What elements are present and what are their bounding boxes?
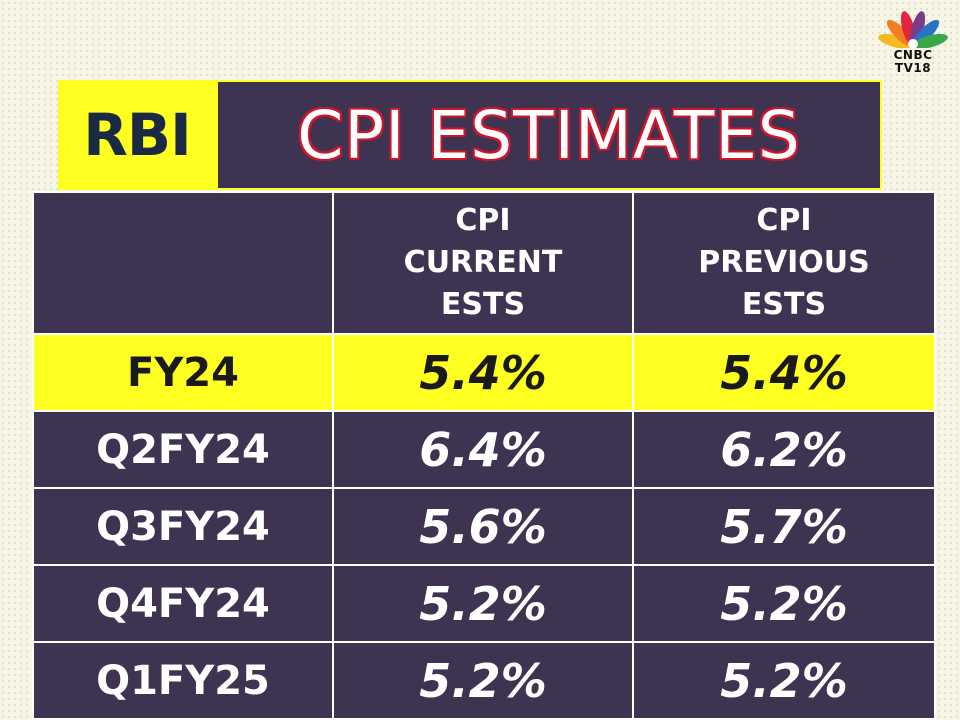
table-row: Q3FY24 5.6% 5.7% — [32, 487, 936, 566]
header-cell-empty — [32, 191, 334, 335]
current-value-cell: 5.2% — [332, 564, 634, 643]
period-cell: Q3FY24 — [32, 487, 334, 566]
header-current-line1: CPI — [455, 203, 511, 238]
header-current-line3: ESTS — [440, 287, 526, 322]
title-prefix: RBI — [83, 101, 191, 169]
table-header-row: CPI CURRENT ESTS CPI PREVIOUS ESTS — [32, 191, 936, 335]
header-current-line2: CURRENT — [403, 245, 563, 280]
period-cell: FY24 — [32, 333, 334, 412]
previous-value-cell: 5.2% — [632, 641, 936, 720]
header-previous-line1: CPI — [756, 203, 812, 238]
previous-value-cell: 5.7% — [632, 487, 936, 566]
cpi-estimates-table: CPI CURRENT ESTS CPI PREVIOUS ESTS FY24 … — [32, 191, 936, 720]
header-previous-line3: ESTS — [741, 287, 827, 322]
title-box: CPI ESTIMATES — [218, 82, 880, 188]
cnbc-tv18-logo: CNBC TV18 — [872, 4, 954, 75]
previous-value-cell: 6.2% — [632, 410, 936, 489]
peacock-icon — [878, 11, 948, 48]
title-banner: RBI CPI ESTIMATES — [58, 80, 882, 190]
current-value-cell: 5.6% — [332, 487, 634, 566]
previous-value-cell: 5.2% — [632, 564, 936, 643]
period-cell: Q4FY24 — [32, 564, 334, 643]
period-cell: Q1FY25 — [32, 641, 334, 720]
table-row: Q1FY25 5.2% 5.2% — [32, 641, 936, 720]
header-cell-previous: CPI PREVIOUS ESTS — [632, 191, 936, 335]
current-value-cell: 6.4% — [332, 410, 634, 489]
page-title: CPI ESTIMATES — [297, 96, 801, 174]
header-cell-current: CPI CURRENT ESTS — [332, 191, 634, 335]
logo-text-tv18: TV18 — [894, 61, 932, 75]
logo-text-cnbc: CNBC — [893, 48, 933, 62]
header-previous-line2: PREVIOUS — [698, 245, 870, 280]
previous-value-cell: 5.4% — [632, 333, 936, 412]
current-value-cell: 5.2% — [332, 641, 634, 720]
period-cell: Q2FY24 — [32, 410, 334, 489]
current-value-cell: 5.4% — [332, 333, 634, 412]
table-row: Q4FY24 5.2% 5.2% — [32, 564, 936, 643]
table-row: Q2FY24 6.4% 6.2% — [32, 410, 936, 489]
table-row: FY24 5.4% 5.4% — [32, 333, 936, 412]
